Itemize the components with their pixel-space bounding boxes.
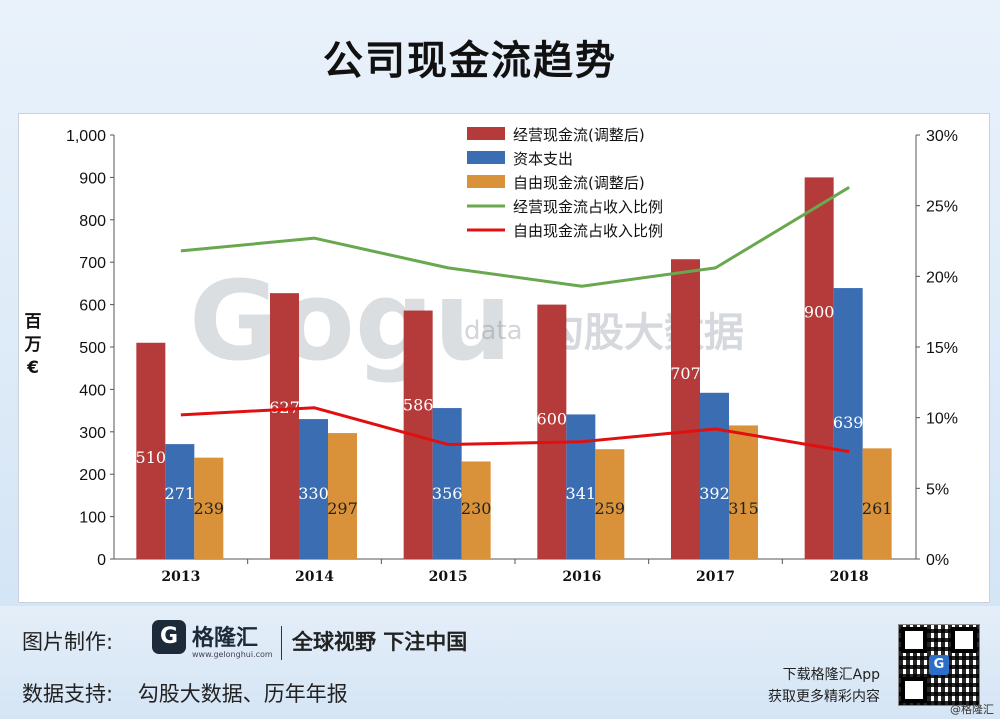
bar (165, 444, 195, 559)
x-tick-label: 2015 (429, 569, 468, 585)
bar-data-label: 239 (194, 499, 225, 518)
brand-logo[interactable]: G 格隆汇 www.gelonghui.com (152, 620, 273, 662)
slogan: 全球视野 下注中国 (292, 630, 468, 654)
line-free-ratio (180, 406, 850, 454)
bar-data-label: 330 (298, 484, 329, 503)
legend-swatch (467, 127, 505, 140)
bar (700, 392, 729, 559)
bar-data-label: 297 (327, 499, 358, 518)
bar-data-label: 510 (136, 448, 167, 467)
y-tick-label: 700 (79, 255, 106, 272)
bar (136, 342, 166, 559)
bar (299, 419, 328, 559)
legend-label: 自由现金流(调整后) (513, 174, 645, 192)
x-tick-label: 2014 (295, 569, 334, 585)
bar (461, 461, 491, 559)
bar (804, 177, 834, 559)
x-tick-label: 2016 (562, 569, 601, 585)
y-axis-label: € (26, 358, 39, 378)
watermark-cn: 勾股大数据 (544, 310, 744, 356)
y-tick-label: 400 (79, 382, 106, 399)
y2-tick-label: 0% (926, 552, 949, 569)
legend-label: 经营现金流(调整后) (513, 126, 645, 144)
bar-data-label: 261 (862, 499, 893, 518)
credit-text: @格隆汇 (950, 703, 994, 716)
bar-data-label: 639 (833, 413, 864, 432)
bar (862, 448, 892, 559)
divider (281, 626, 282, 660)
bar (566, 414, 596, 559)
y2-tick-label: 15% (926, 340, 958, 357)
y-tick-label: 0 (97, 552, 106, 569)
bar-data-label: 341 (566, 484, 597, 503)
data-support-label: 数据支持: (22, 682, 114, 706)
legend-label: 资本支出 (513, 150, 573, 168)
qr-logo-icon: G (929, 655, 949, 675)
page-title: 公司现金流趋势 (323, 38, 617, 84)
bar-data-label: 600 (537, 410, 568, 429)
made-by-label: 图片制作: (22, 630, 114, 654)
bar-data-label: 356 (432, 484, 463, 503)
x-tick-label: 2013 (161, 569, 200, 585)
bar-data-label: 627 (269, 398, 300, 417)
bar (270, 293, 299, 559)
bar (671, 259, 700, 559)
y-tick-label: 1,000 (66, 128, 106, 145)
watermark-data: data (464, 316, 523, 346)
y-tick-label: 100 (79, 510, 106, 527)
download-line-2: 获取更多精彩内容 (768, 689, 880, 705)
data-support-value: 勾股大数据、历年年报 (137, 682, 348, 706)
y2-tick-label: 30% (926, 128, 958, 145)
bar-data-label: 392 (699, 484, 730, 503)
x-tick-label: 2017 (696, 569, 735, 585)
legend-label: 自由现金流占收入比例 (513, 222, 663, 240)
y2-tick-label: 10% (926, 411, 958, 428)
footer: 图片制作: G 格隆汇 www.gelonghui.com 全球视野 下注中国 … (0, 606, 1000, 719)
qr-corner-marker (951, 627, 977, 653)
logo-name: 格隆汇 (192, 626, 259, 651)
bar-data-label: 259 (595, 499, 626, 518)
y-tick-label: 500 (79, 340, 106, 357)
download-line-1: 下载格隆汇App (782, 667, 880, 683)
y-tick-label: 600 (79, 298, 106, 315)
y2-tick-label: 20% (926, 269, 958, 286)
bar (328, 433, 357, 559)
bar (595, 449, 625, 559)
y-axis-label: 万 (24, 335, 42, 355)
chart-container: Gogu data 勾股大数据 0 100 200 300 400 500 600 700 800 90… (18, 113, 990, 603)
bar-data-label: 586 (403, 396, 434, 415)
bar-data-label: 900 (804, 302, 835, 321)
bar (833, 288, 863, 559)
y2-tick-label: 25% (926, 199, 958, 216)
y-tick-label: 900 (79, 170, 106, 187)
y-axis-label: 百 (25, 312, 42, 332)
line-operating-ratio (180, 186, 850, 288)
legend-swatch (467, 175, 505, 188)
bar-data-label: 230 (461, 499, 492, 518)
logo-url: www.gelonghui.com (192, 650, 273, 659)
data-support: 数据支持: 勾股大数据、历年年报 (22, 678, 348, 708)
qr-code[interactable]: G (898, 624, 980, 706)
qr-corner-marker (901, 627, 927, 653)
bar (194, 457, 224, 559)
bar (432, 408, 462, 559)
x-tick-label: 2018 (830, 569, 869, 585)
qr-corner-marker (901, 677, 927, 703)
bar (729, 425, 758, 559)
y-tick-label: 800 (79, 213, 106, 230)
legend-swatch (467, 151, 505, 164)
logo-icon: G (152, 620, 186, 654)
legend-label: 经营现金流占收入比例 (513, 198, 663, 216)
bar (537, 304, 567, 559)
y2-tick-label: 5% (926, 481, 949, 498)
bar-data-label: 707 (670, 364, 701, 383)
y-tick-label: 200 (79, 467, 106, 484)
bar-data-label: 315 (728, 499, 759, 518)
bar-data-label: 271 (165, 484, 196, 503)
y-tick-label: 300 (79, 425, 106, 442)
watermark-brand: Gogu (189, 257, 512, 385)
